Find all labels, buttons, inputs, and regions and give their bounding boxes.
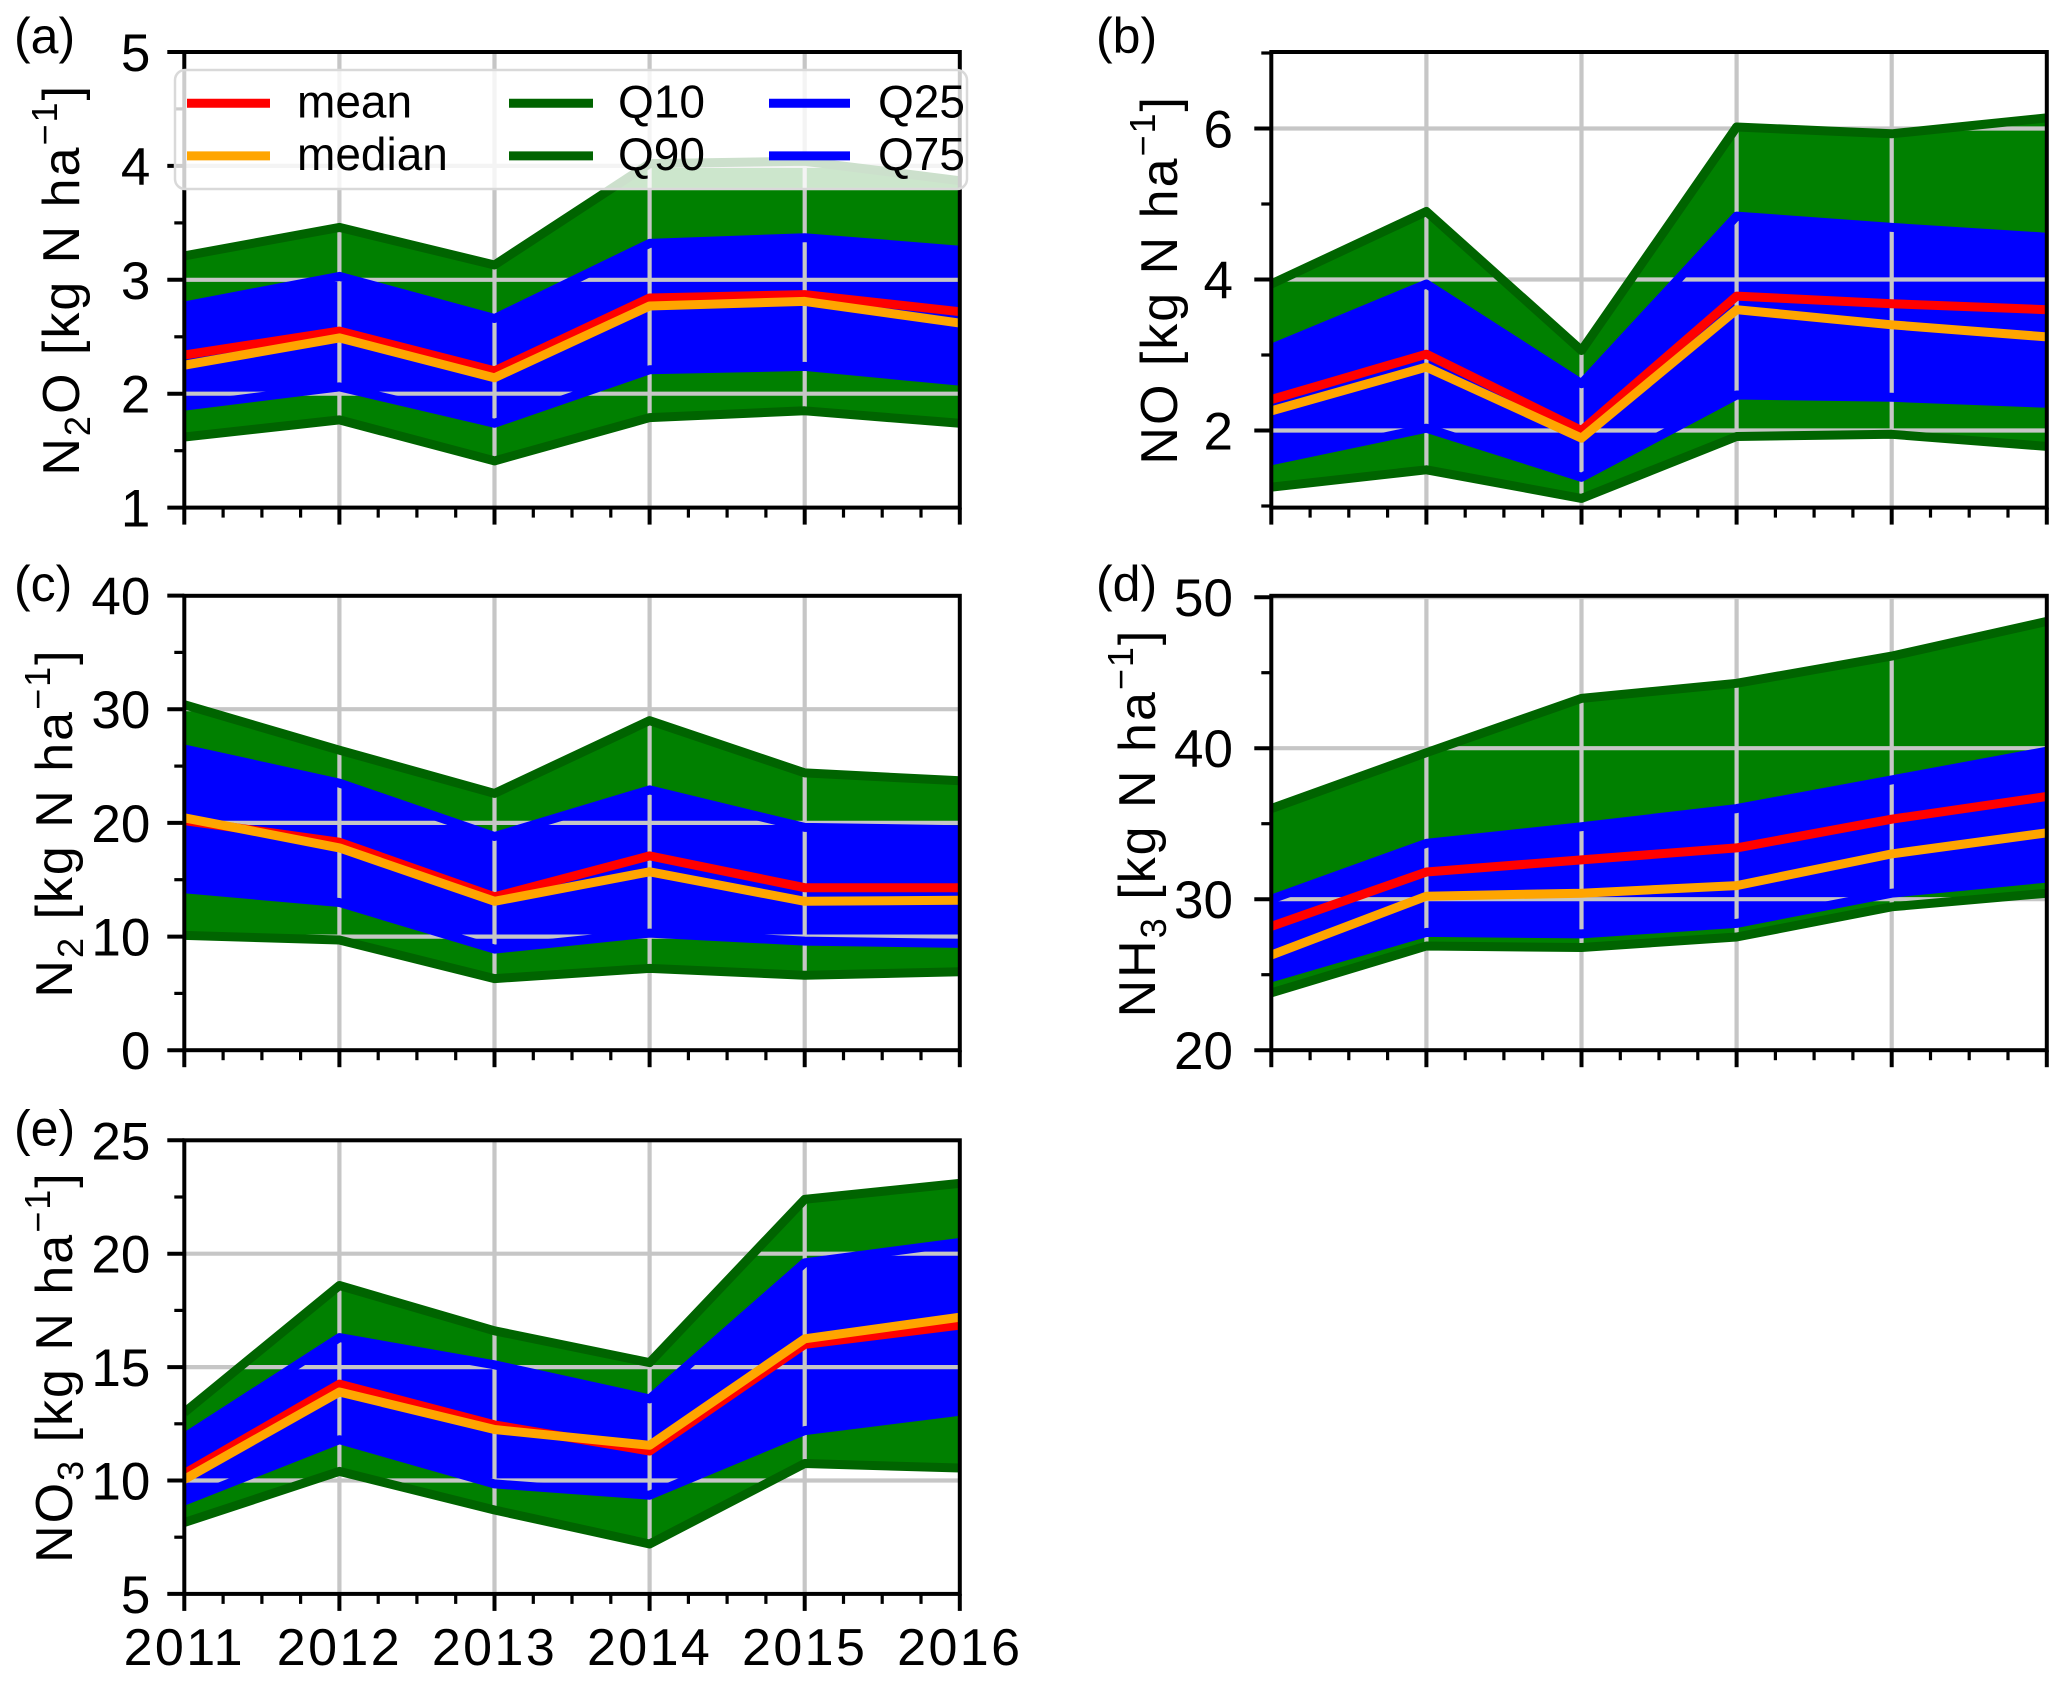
svg-text:50: 50 <box>1174 569 1233 628</box>
svg-text:2016: 2016 <box>897 1619 1022 1677</box>
svg-text:Q75: Q75 <box>878 128 965 180</box>
svg-text:4: 4 <box>121 138 150 197</box>
svg-text:3: 3 <box>121 252 150 311</box>
svg-text:1: 1 <box>121 480 150 539</box>
svg-text:N2O [kg N ha−1]: N2O [kg N ha−1] <box>24 84 98 476</box>
svg-text:2: 2 <box>121 366 150 425</box>
svg-text:20: 20 <box>1174 1022 1233 1081</box>
svg-text:mean: mean <box>297 76 412 128</box>
svg-text:2012: 2012 <box>277 1619 402 1677</box>
svg-text:20: 20 <box>91 1226 150 1285</box>
svg-text:(c): (c) <box>14 556 72 612</box>
svg-text:median: median <box>297 128 448 180</box>
svg-text:6: 6 <box>1204 101 1233 160</box>
svg-text:NO3 [kg N ha−1]: NO3 [kg N ha−1] <box>17 1171 91 1563</box>
svg-text:15: 15 <box>91 1339 150 1398</box>
svg-text:25: 25 <box>91 1112 150 1171</box>
svg-text:30: 30 <box>91 681 150 740</box>
svg-text:10: 10 <box>91 1453 150 1512</box>
svg-text:2013: 2013 <box>432 1619 557 1677</box>
svg-text:Q90: Q90 <box>618 128 705 180</box>
svg-text:(e): (e) <box>14 1100 75 1156</box>
svg-text:NO [kg N ha−1]: NO [kg N ha−1] <box>1122 95 1189 465</box>
svg-text:0: 0 <box>121 1022 150 1081</box>
svg-text:30: 30 <box>1174 871 1233 930</box>
svg-text:N2 [kg N ha−1]: N2 [kg N ha−1] <box>17 648 91 997</box>
svg-text:2015: 2015 <box>742 1619 867 1677</box>
svg-text:10: 10 <box>91 909 150 968</box>
svg-text:2011: 2011 <box>124 1619 245 1677</box>
svg-text:Q10: Q10 <box>618 76 705 128</box>
svg-text:(a): (a) <box>14 8 75 64</box>
svg-text:2: 2 <box>1204 403 1233 462</box>
svg-text:(d): (d) <box>1096 556 1157 612</box>
svg-text:4: 4 <box>1204 252 1233 311</box>
svg-text:2014: 2014 <box>587 1619 712 1677</box>
svg-text:40: 40 <box>91 568 150 627</box>
svg-text:5: 5 <box>121 1566 150 1625</box>
svg-text:Q25: Q25 <box>878 76 965 128</box>
svg-text:(b): (b) <box>1096 8 1157 64</box>
svg-text:5: 5 <box>121 24 150 83</box>
svg-text:20: 20 <box>91 795 150 854</box>
svg-text:NH3 [kg N ha−1]: NH3 [kg N ha−1] <box>1100 629 1174 1018</box>
svg-text:40: 40 <box>1174 720 1233 779</box>
